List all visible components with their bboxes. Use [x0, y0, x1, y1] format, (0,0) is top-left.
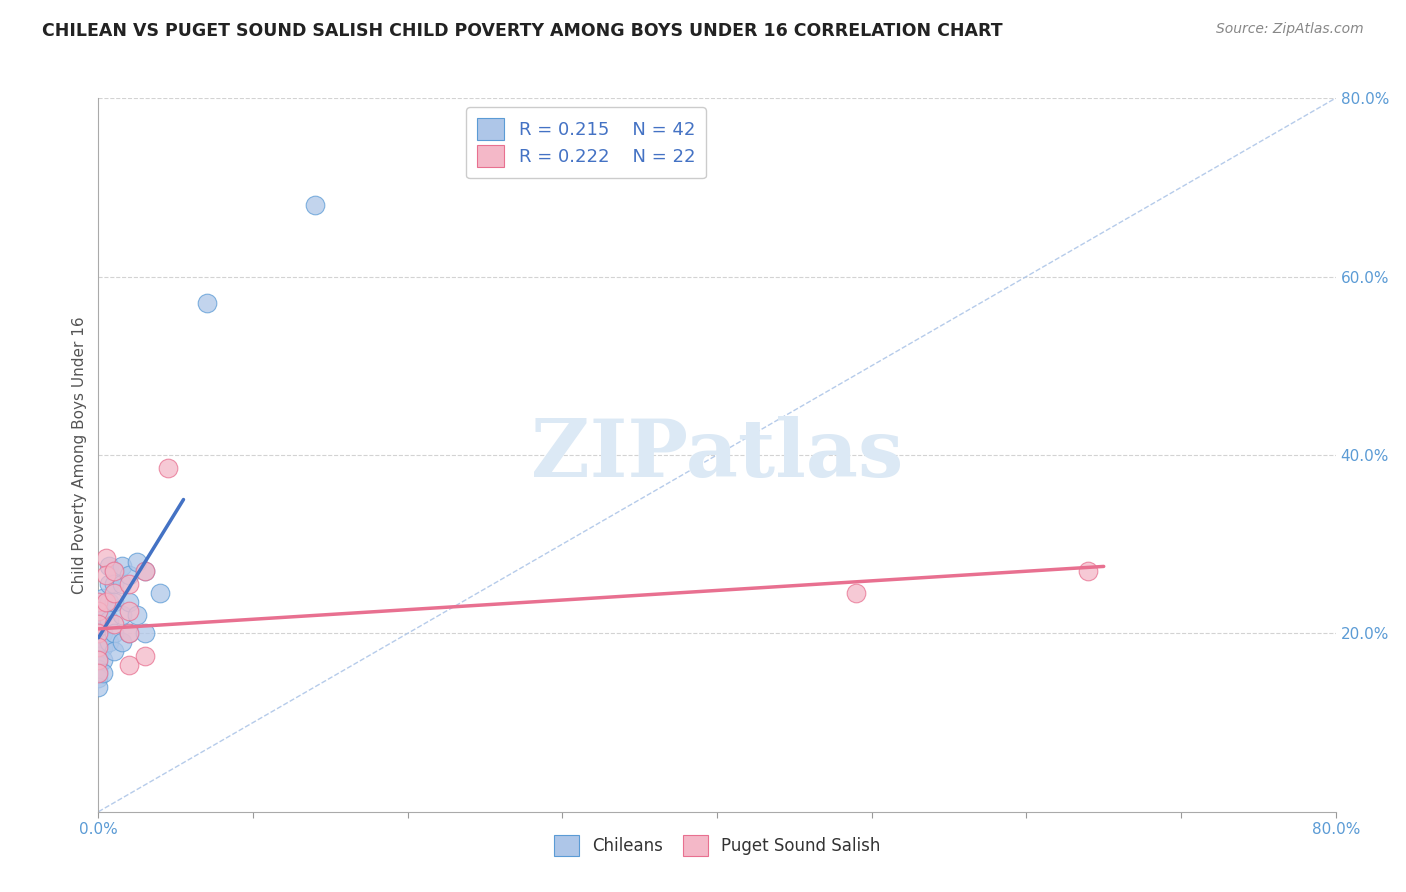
Point — [118, 604, 141, 618]
Point — [118, 568, 141, 582]
Point — [845, 586, 868, 600]
Point — [87, 680, 110, 694]
Point — [91, 626, 114, 640]
Point — [87, 648, 110, 663]
Point — [96, 550, 118, 565]
Point — [304, 198, 326, 212]
Point — [111, 608, 132, 623]
Point — [87, 666, 110, 681]
Point — [195, 296, 218, 310]
Point — [96, 595, 118, 609]
Point — [87, 617, 110, 632]
Point — [111, 577, 132, 591]
Point — [134, 564, 156, 578]
Point — [98, 613, 121, 627]
Point — [103, 564, 125, 578]
Point — [118, 626, 141, 640]
Point — [87, 653, 110, 667]
Point — [103, 644, 125, 658]
Point — [96, 568, 118, 582]
Point — [87, 626, 110, 640]
Point — [134, 648, 156, 663]
Point — [118, 626, 141, 640]
Point — [87, 626, 110, 640]
Text: ZIPatlas: ZIPatlas — [531, 416, 903, 494]
Point — [91, 608, 114, 623]
Point — [134, 626, 156, 640]
Point — [87, 671, 110, 685]
Point — [149, 586, 172, 600]
Point — [87, 640, 110, 654]
Point — [98, 577, 121, 591]
Point — [98, 595, 121, 609]
Point — [87, 595, 110, 609]
Point — [118, 657, 141, 672]
Point — [1077, 564, 1099, 578]
Point — [127, 555, 149, 569]
Point — [87, 604, 110, 618]
Point — [87, 666, 110, 681]
Text: CHILEAN VS PUGET SOUND SALISH CHILD POVERTY AMONG BOYS UNDER 16 CORRELATION CHAR: CHILEAN VS PUGET SOUND SALISH CHILD POVE… — [42, 22, 1002, 40]
Point — [134, 564, 156, 578]
Point — [87, 657, 110, 672]
Point — [157, 461, 180, 475]
Legend: Chileans, Puget Sound Salish: Chileans, Puget Sound Salish — [546, 827, 889, 864]
Point — [103, 595, 125, 609]
Text: Source: ZipAtlas.com: Source: ZipAtlas.com — [1216, 22, 1364, 37]
Point — [87, 617, 110, 632]
Point — [98, 559, 121, 574]
Point — [111, 635, 132, 649]
Point — [118, 577, 141, 591]
Point — [87, 599, 110, 614]
Point — [103, 626, 125, 640]
Point — [118, 595, 141, 609]
Point — [91, 666, 114, 681]
Point — [87, 653, 110, 667]
Point — [87, 635, 110, 649]
Point — [103, 617, 125, 632]
Point — [91, 640, 114, 654]
Y-axis label: Child Poverty Among Boys Under 16: Child Poverty Among Boys Under 16 — [72, 316, 87, 594]
Point — [98, 635, 121, 649]
Point — [87, 662, 110, 676]
Point — [103, 564, 125, 578]
Point — [91, 591, 114, 605]
Point — [91, 653, 114, 667]
Point — [127, 608, 149, 623]
Point — [111, 559, 132, 574]
Point — [87, 640, 110, 654]
Point — [103, 586, 125, 600]
Point — [103, 577, 125, 591]
